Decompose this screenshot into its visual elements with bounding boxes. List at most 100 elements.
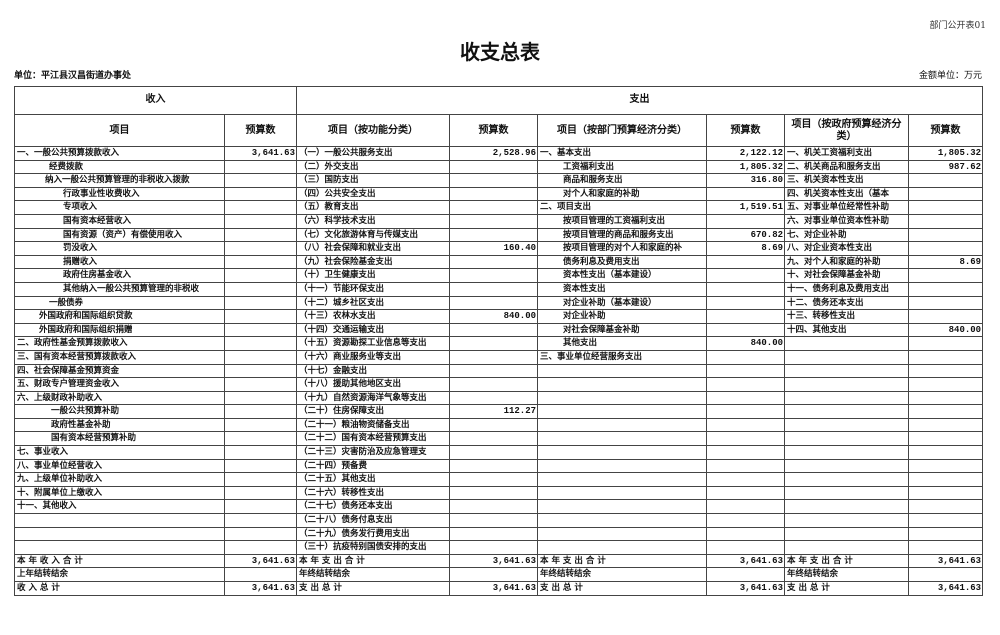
- fn-total-label: 支 出 总 计: [296, 581, 450, 596]
- department-value: [706, 281, 785, 297]
- income-item: [14, 526, 225, 542]
- function-item: （十八）援助其他地区支出: [296, 377, 450, 392]
- function-value: 2,528.96: [449, 146, 538, 161]
- fn-total-value: [449, 567, 538, 582]
- income-item: 十一、其他收入: [14, 499, 225, 515]
- department-value: [706, 404, 785, 419]
- function-value: 840.00: [449, 309, 538, 324]
- income-item: 其他纳入一般公共预算管理的非税收: [14, 281, 225, 297]
- government-item: [784, 445, 909, 460]
- government-item: 十、对社会保障基金补助: [784, 268, 909, 283]
- government-item: 二、机关商品和服务支出: [784, 159, 909, 175]
- income-value: [224, 485, 297, 501]
- income-total-value: [224, 567, 297, 582]
- department-item: [537, 513, 707, 528]
- income-item: [14, 540, 225, 555]
- table-row: 其他纳入一般公共预算管理的非税收 （十一）节能环保支出 资本性支出 十一、债务利息及费…: [14, 281, 984, 297]
- fn-total-label: 本 年 支 出 合 计: [296, 553, 450, 569]
- function-value: [449, 540, 538, 555]
- department-value: [706, 472, 785, 487]
- function-item: （九）社会保险基金支出: [296, 254, 450, 270]
- department-value: 840.00: [706, 336, 785, 351]
- gov-total-label: 本 年 支 出 合 计: [784, 553, 909, 569]
- government-item: 十四、其他支出: [784, 322, 909, 338]
- table-row: 外国政府和国际组织捐赠 （十四）交通运输支出 对社会保障基金补助 十四、其他支出 840…: [14, 322, 984, 338]
- function-item: （二十五）其他支出: [296, 472, 450, 487]
- government-value: [907, 200, 984, 215]
- function-value: [449, 227, 538, 243]
- department-value: 670.82: [706, 227, 785, 243]
- income-item: 二、政府性基金预算拨款收入: [14, 336, 225, 351]
- government-item: [784, 472, 909, 487]
- dept-total-label: 本 年 支 出 合 计: [537, 553, 707, 569]
- income-value: [224, 390, 297, 406]
- department-item: 按项目管理的工资福利支出: [537, 213, 707, 229]
- government-value: 8.69: [907, 254, 984, 270]
- department-value: [706, 540, 785, 555]
- gov-total-value: 3,641.63: [907, 581, 984, 596]
- government-value: [907, 281, 984, 297]
- gov-total-label: 年终结转结余: [784, 567, 909, 582]
- table-row: 一、一般公共预算拨款收入 3,641.63 （一）一般公共服务支出 2,528.96 一…: [14, 146, 984, 161]
- department-value: [706, 349, 785, 365]
- department-value: [706, 309, 785, 324]
- income-value: [224, 499, 297, 515]
- income-item: 罚没收入: [14, 241, 225, 256]
- table-row: 五、财政专户管理资金收入 （十八）援助其他地区支出: [14, 377, 984, 392]
- page-title: 收支总表: [460, 40, 540, 64]
- income-item: 专项收入: [14, 200, 225, 215]
- function-value: [449, 499, 538, 515]
- department-value: [706, 254, 785, 270]
- government-value: [907, 213, 984, 229]
- department-value: [706, 458, 785, 474]
- function-value: [449, 349, 538, 365]
- department-item: 债务利息及费用支出: [537, 254, 707, 270]
- government-value: [907, 513, 984, 528]
- function-value: [449, 173, 538, 188]
- income-value: [224, 458, 297, 474]
- government-value: [907, 431, 984, 447]
- income-value: [224, 417, 297, 433]
- income-item: 三、国有资本经营预算拨款收入: [14, 349, 225, 365]
- income-value: [224, 472, 297, 487]
- function-item: （一）一般公共服务支出: [296, 146, 450, 161]
- income-item: 国有资源（资产）有偿使用收入: [14, 227, 225, 243]
- department-value: 8.69: [706, 241, 785, 256]
- income-value: [224, 213, 297, 229]
- income-value: [224, 336, 297, 351]
- income-value: [224, 254, 297, 270]
- department-value: [706, 417, 785, 433]
- government-item: 三、机关资本性支出: [784, 173, 909, 188]
- income-header: 收入: [14, 86, 297, 115]
- income-item: 八、事业单位经营收入: [14, 458, 225, 474]
- income-value: [224, 404, 297, 419]
- department-item: 资本性支出（基本建设）: [537, 268, 707, 283]
- government-item: 十一、债务利息及费用支出: [784, 281, 909, 297]
- table-row: （二十九）债务发行费用支出: [14, 526, 984, 542]
- dept-total-value: 3,641.63: [706, 581, 785, 596]
- department-value: [706, 445, 785, 460]
- income-item: 九、上级单位补助收入: [14, 472, 225, 487]
- money-unit: 金额单位：万元: [918, 71, 982, 81]
- income-item: 经费拨款: [14, 159, 225, 175]
- function-value: [449, 513, 538, 528]
- government-item: [784, 458, 909, 474]
- function-value: [449, 445, 538, 460]
- department-item: [537, 363, 707, 379]
- income-total-label: 收 入 总 计: [14, 581, 225, 596]
- government-item: [784, 513, 909, 528]
- government-value: 987.62: [907, 159, 984, 175]
- function-value: [449, 159, 538, 175]
- government-value: [907, 173, 984, 188]
- function-value: [449, 322, 538, 338]
- col-header-budget: 预算数: [907, 114, 984, 147]
- department-value: 316.80: [706, 173, 785, 188]
- function-item: （十）卫生健康支出: [296, 268, 450, 283]
- department-value: 2,122.12: [706, 146, 785, 161]
- department-value: 1,805.32: [706, 159, 785, 175]
- table-row: 国有资本经营预算补助 （二十二）国有资本经营预算支出: [14, 431, 984, 447]
- government-item: [784, 377, 909, 392]
- department-value: [706, 322, 785, 338]
- table-row: 政府性基金补助 （二十一）粮油物资储备支出: [14, 417, 984, 433]
- table-row: 七、事业收入 （二十三）灾害防治及应急管理支: [14, 445, 984, 460]
